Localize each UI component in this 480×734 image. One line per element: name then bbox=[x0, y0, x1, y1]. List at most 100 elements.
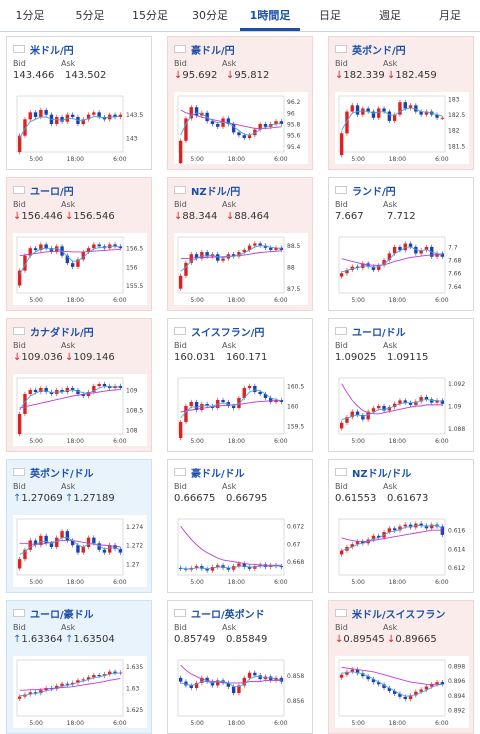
tab-3[interactable]: 30分足 bbox=[192, 9, 228, 22]
candle bbox=[345, 111, 349, 134]
rate-card[interactable]: ユーロ/円 Bid Ask ↓156.446 ↓156.546 156.5 156 15… bbox=[6, 177, 152, 311]
rate-card[interactable]: NZドル/ドル Bid Ask 0.61553 0.61673 0.616 0.614… bbox=[328, 459, 474, 593]
tab-1[interactable]: 5分足 bbox=[75, 9, 105, 22]
price-chart[interactable]: 88.5 88 87.5 5:00 18:00 6:00 bbox=[174, 233, 308, 305]
price-chart[interactable]: 0.858 0.856 5:00 18:00 6:00 bbox=[174, 656, 308, 728]
candle bbox=[76, 545, 80, 553]
x-tick-label: 6:00 bbox=[274, 579, 288, 586]
bid-value: 1.09025 bbox=[335, 352, 377, 363]
ask-label: Ask bbox=[61, 482, 76, 491]
pair-name[interactable]: ユーロ/ドル bbox=[352, 327, 406, 339]
rate-card[interactable]: 英ポンド/ドル Bid Ask ↑1.27069 ↑1.27189 1.274 1.2… bbox=[6, 459, 152, 593]
pair-name[interactable]: 豪ドル/円 bbox=[191, 45, 235, 57]
price-chart[interactable]: 7.7 7.68 7.66 7.64 5:00 18:00 6:00 bbox=[335, 233, 469, 305]
x-tick-label: 18:00 bbox=[228, 579, 245, 586]
price-chart[interactable]: 109 108.5 108 5:00 18:00 6:00 bbox=[13, 374, 147, 446]
price-chart[interactable]: 1.092 1.09 1.088 5:00 18:00 6:00 bbox=[335, 374, 469, 446]
x-tick-label: 5:00 bbox=[29, 156, 43, 163]
price-chart[interactable]: 160.5 160 159.5 5:00 18:00 6:00 bbox=[174, 374, 308, 446]
candle bbox=[350, 411, 354, 418]
rate-card[interactable]: カナダドル/円 Bid Ask ↓109.036 ↓109.146 109 108.5… bbox=[6, 318, 152, 452]
x-tick-label: 18:00 bbox=[67, 297, 84, 304]
rate-card[interactable]: ランド/円 Bid Ask 7.667 7.712 7.7 7.68 7.66 7.64 5… bbox=[328, 177, 474, 311]
pair-name[interactable]: 英ポンド/ドル bbox=[30, 468, 94, 480]
rate-card[interactable]: ユーロ/豪ドル Bid Ask ↑1.63364 ↑1.63504 1.635 1.6… bbox=[6, 600, 152, 734]
rate-card[interactable]: 米ドル/円 Bid Ask 143.466 143.502 143.5 143 5:00… bbox=[6, 36, 152, 170]
candle bbox=[377, 682, 381, 685]
pair-name[interactable]: 豪ドル/ドル bbox=[191, 468, 245, 480]
price-chart[interactable]: 156.5 156 155.5 5:00 18:00 6:00 bbox=[13, 233, 147, 305]
price-chart[interactable]: 143.5 143 5:00 18:00 6:00 bbox=[13, 92, 147, 164]
price-labels: Bid Ask bbox=[174, 59, 270, 68]
candle bbox=[33, 390, 38, 392]
bid-label: Bid bbox=[13, 59, 26, 68]
candle bbox=[350, 669, 354, 672]
pair-name[interactable]: 米ドル/スイスフラン bbox=[352, 609, 446, 621]
ma-long-line bbox=[180, 525, 282, 566]
bid-label: Bid bbox=[174, 59, 187, 68]
rate-card[interactable]: ユーロ/ドル Bid Ask 1.09025 1.09115 1.092 1.09 1.… bbox=[328, 318, 474, 452]
price-chart[interactable]: 0.672 0.67 0.668 5:00 18:00 6:00 bbox=[174, 515, 308, 587]
bid-label: Bid bbox=[335, 341, 348, 350]
rate-card[interactable]: NZドル/円 Bid Ask ↓88.344 ↓88.464 88.5 88 87.5 5… bbox=[167, 177, 313, 311]
candle bbox=[269, 398, 273, 402]
candle bbox=[65, 255, 70, 264]
pair-name[interactable]: ユーロ/英ポンド bbox=[191, 609, 265, 621]
tab-2[interactable]: 15分足 bbox=[132, 9, 168, 22]
flag-eu-icon bbox=[335, 327, 347, 335]
price-chart[interactable]: 0.898 0.896 0.894 0.892 5:00 18:00 6:00 bbox=[335, 656, 469, 728]
candle bbox=[55, 117, 59, 124]
price-chart[interactable]: 0.616 0.614 0.612 5:00 18:00 6:00 bbox=[335, 515, 469, 587]
flag-za-icon bbox=[335, 186, 347, 194]
change-arrow-icon: ↓ bbox=[387, 70, 396, 81]
y-tick-label: 7.66 bbox=[448, 271, 462, 278]
pair-name[interactable]: 英ポンド/円 bbox=[352, 45, 406, 57]
pair-name[interactable]: 米ドル/円 bbox=[30, 45, 74, 57]
price-chart[interactable]: 96.2 96 95.8 95.6 95.4 5:00 18:00 6:00 bbox=[174, 92, 308, 164]
rate-card[interactable]: 豪ドル/円 Bid Ask ↓95.692 ↓95.812 96.2 96 95.8 95… bbox=[167, 36, 313, 170]
candle bbox=[76, 680, 80, 683]
candle bbox=[403, 102, 407, 109]
candle bbox=[382, 108, 386, 112]
x-tick-label: 18:00 bbox=[67, 579, 84, 586]
x-tick-label: 5:00 bbox=[190, 297, 204, 304]
tab-0[interactable]: 1分足 bbox=[15, 9, 45, 22]
rate-card[interactable]: ユーロ/英ポンド Bid Ask 0.85749 0.85849 0.858 0.85… bbox=[167, 600, 313, 734]
rate-card[interactable]: 米ドル/スイスフラン Bid Ask ↓0.89545 ↓0.89665 0.898… bbox=[328, 600, 474, 734]
tab-7[interactable]: 月足 bbox=[439, 9, 461, 22]
tab-6[interactable]: 週足 bbox=[379, 9, 401, 22]
tab-4[interactable]: 1時間足 bbox=[240, 0, 300, 31]
price-chart[interactable]: 183 182.5 182 181.5 5:00 18:00 6:00 bbox=[335, 92, 469, 164]
pair-name[interactable]: NZドル/ドル bbox=[352, 468, 412, 480]
price-chart[interactable]: 1.635 1.63 1.625 5:00 18:00 6:00 bbox=[13, 656, 147, 728]
candle bbox=[408, 243, 413, 247]
rate-card[interactable]: 豪ドル/ドル Bid Ask 0.66675 0.66795 0.672 0.67 0.… bbox=[167, 459, 313, 593]
pair-name[interactable]: ランド/円 bbox=[352, 186, 396, 198]
price-chart[interactable]: 1.274 1.272 1.27 5:00 18:00 6:00 bbox=[13, 515, 147, 587]
pair-name[interactable]: スイスフラン/円 bbox=[191, 327, 265, 339]
bid-label: Bid bbox=[335, 59, 348, 68]
change-arrow-icon: ↑ bbox=[65, 493, 74, 504]
timeframe-tabs: 1分足 5分足 15分足 30分足 1時間足 日足 週足 月足 bbox=[0, 0, 480, 32]
x-tick-label: 5:00 bbox=[190, 579, 204, 586]
candle bbox=[70, 263, 75, 267]
x-tick-label: 5:00 bbox=[190, 438, 204, 445]
candle bbox=[200, 252, 204, 259]
pair-name[interactable]: ユーロ/円 bbox=[30, 186, 74, 198]
tab-5[interactable]: 日足 bbox=[319, 9, 341, 22]
candle bbox=[17, 414, 22, 434]
pair-name[interactable]: NZドル/円 bbox=[191, 186, 241, 198]
rate-card[interactable]: スイスフラン/円 Bid Ask 160.031 160.171 160.5 160 1… bbox=[167, 318, 313, 452]
y-tick-label: 95.6 bbox=[287, 133, 301, 140]
candle bbox=[178, 567, 183, 569]
ask-value: 160.171 bbox=[226, 352, 268, 363]
candle bbox=[23, 119, 27, 136]
rate-card[interactable]: 英ポンド/円 Bid Ask ↓182.339 ↓182.459 183 182.5 1… bbox=[328, 36, 474, 170]
plot-frame bbox=[338, 659, 446, 717]
x-tick-label: 6:00 bbox=[435, 156, 449, 163]
candle bbox=[279, 121, 284, 124]
candle bbox=[263, 124, 268, 127]
pair-name[interactable]: カナダドル/円 bbox=[30, 327, 94, 339]
y-tick-label: 88 bbox=[287, 265, 295, 272]
pair-name[interactable]: ユーロ/豪ドル bbox=[30, 609, 94, 621]
